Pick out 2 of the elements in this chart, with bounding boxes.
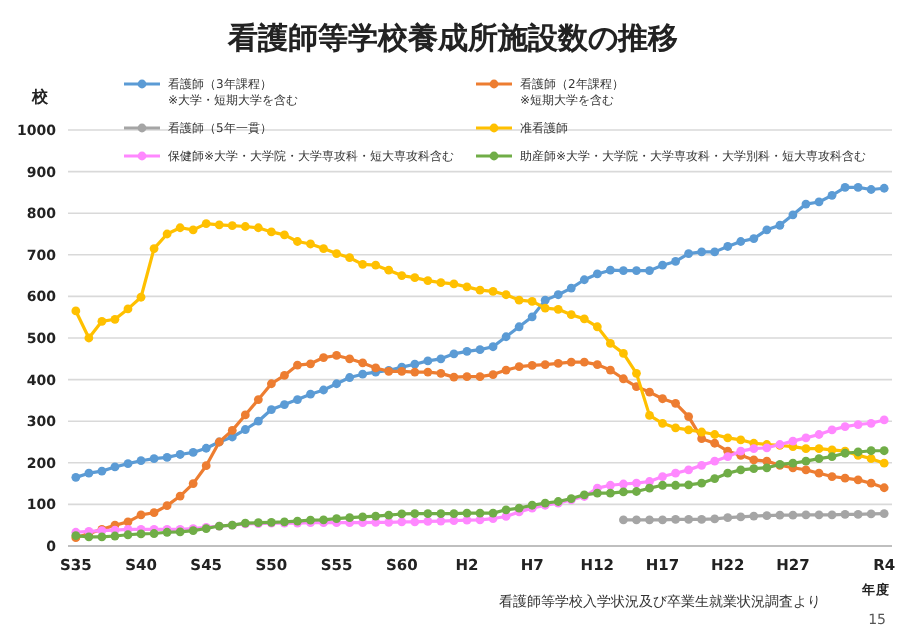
chart-title: 看護師等学校養成所施設数の推移 xyxy=(226,20,678,56)
y-axis-title: 校 xyxy=(30,88,50,106)
